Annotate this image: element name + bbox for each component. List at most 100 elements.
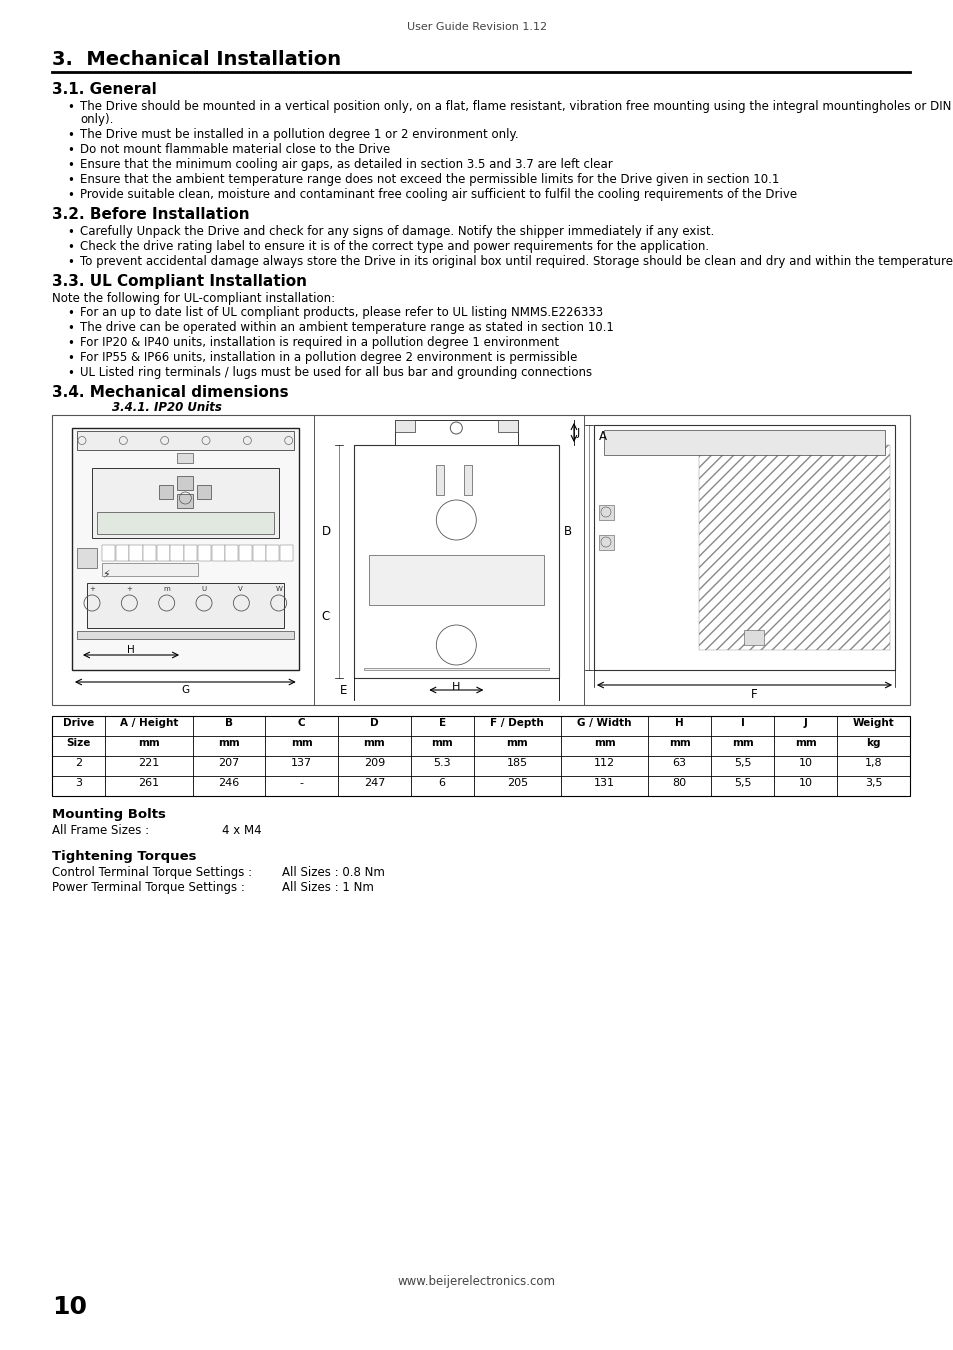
Text: For IP20 & IP40 units, installation is required in a pollution degree 1 environm: For IP20 & IP40 units, installation is r…: [80, 336, 558, 350]
Text: All Sizes : 1 Nm: All Sizes : 1 Nm: [282, 882, 374, 894]
Text: V: V: [238, 586, 243, 593]
Text: B: B: [563, 525, 572, 539]
Text: 3.3. UL Compliant Installation: 3.3. UL Compliant Installation: [52, 274, 307, 289]
Text: •: •: [67, 242, 73, 254]
Text: 5,5: 5,5: [733, 778, 751, 788]
Text: F / Depth: F / Depth: [490, 718, 543, 728]
Text: G / Width: G / Width: [577, 718, 631, 728]
Bar: [177, 494, 193, 508]
Text: 3: 3: [75, 778, 82, 788]
Bar: [699, 446, 889, 649]
Text: 10: 10: [52, 1295, 87, 1319]
Text: H: H: [127, 645, 134, 655]
Text: C: C: [321, 610, 330, 622]
Text: •: •: [67, 159, 73, 171]
Text: •: •: [67, 323, 73, 335]
Bar: [598, 505, 614, 520]
Text: Check the drive rating label to ensure it is of the correct type and power requi: Check the drive rating label to ensure i…: [80, 240, 708, 252]
Text: H: H: [675, 718, 683, 728]
Text: Carefully Unpack the Drive and check for any signs of damage. Notify the shipper: Carefully Unpack the Drive and check for…: [80, 225, 714, 238]
Text: +: +: [89, 586, 94, 593]
Text: 3,5: 3,5: [864, 778, 882, 788]
Text: Size: Size: [67, 738, 91, 748]
Text: mm: mm: [668, 738, 690, 748]
Bar: [197, 485, 212, 500]
Text: B: B: [225, 718, 233, 728]
Text: mm: mm: [218, 738, 239, 748]
Text: mm: mm: [291, 738, 313, 748]
Bar: [77, 431, 294, 450]
Text: +: +: [126, 586, 132, 593]
Text: D: D: [321, 525, 331, 539]
Text: 137: 137: [291, 757, 312, 768]
Text: For an up to date list of UL compliant products, please refer to UL listing NMMS: For an up to date list of UL compliant p…: [80, 306, 602, 319]
Text: Ensure that the minimum cooling air gaps, as detailed in section 3.5 and 3.7 are: Ensure that the minimum cooling air gaps…: [80, 158, 612, 171]
Text: 5,5: 5,5: [733, 757, 751, 768]
Text: User Guide Revision 1.12: User Guide Revision 1.12: [407, 22, 546, 32]
Text: 205: 205: [506, 778, 527, 788]
Text: E: E: [339, 683, 347, 697]
Text: 4 x M4: 4 x M4: [222, 824, 261, 837]
Text: Tightening Torques: Tightening Torques: [52, 850, 196, 863]
Text: 209: 209: [363, 757, 385, 768]
Text: 2: 2: [75, 757, 82, 768]
Bar: [603, 431, 884, 455]
Text: 131: 131: [594, 778, 615, 788]
Text: -: -: [299, 778, 303, 788]
Text: •: •: [67, 352, 73, 365]
Bar: [130, 545, 142, 562]
Bar: [497, 420, 517, 432]
Bar: [197, 545, 211, 562]
Bar: [238, 545, 252, 562]
Bar: [368, 555, 543, 605]
Bar: [97, 512, 274, 535]
Text: 247: 247: [363, 778, 385, 788]
Text: •: •: [67, 225, 73, 239]
Bar: [102, 563, 197, 576]
Text: •: •: [67, 306, 73, 320]
Text: 10: 10: [798, 778, 812, 788]
Text: 80: 80: [672, 778, 686, 788]
Bar: [52, 414, 909, 705]
Text: mm: mm: [138, 738, 160, 748]
Bar: [171, 545, 184, 562]
Text: m: m: [164, 586, 171, 593]
Bar: [743, 630, 763, 645]
Bar: [594, 425, 894, 670]
Text: UL Listed ring terminals / lugs must be used for all bus bar and grounding conne: UL Listed ring terminals / lugs must be …: [80, 366, 592, 379]
Text: •: •: [67, 367, 73, 379]
Text: 10: 10: [798, 757, 812, 768]
Text: All Frame Sizes :: All Frame Sizes :: [52, 824, 149, 837]
Text: •: •: [67, 256, 73, 269]
Bar: [464, 464, 472, 495]
Bar: [77, 548, 97, 568]
Bar: [363, 668, 548, 670]
Text: The Drive should be mounted in a vertical position only, on a flat, flame resist: The Drive should be mounted in a vertica…: [80, 100, 953, 113]
Text: mm: mm: [731, 738, 753, 748]
Text: D: D: [370, 718, 378, 728]
Text: 261: 261: [138, 778, 159, 788]
Bar: [253, 545, 266, 562]
Text: 3.2. Before Installation: 3.2. Before Installation: [52, 207, 250, 221]
Text: •: •: [67, 174, 73, 188]
Text: 3.  Mechanical Installation: 3. Mechanical Installation: [52, 50, 341, 69]
Bar: [159, 485, 173, 500]
Text: F: F: [750, 688, 757, 701]
Text: 6: 6: [438, 778, 445, 788]
Text: •: •: [67, 101, 73, 113]
Text: Drive: Drive: [63, 718, 94, 728]
Bar: [87, 583, 283, 628]
Text: C: C: [297, 718, 305, 728]
Text: For IP55 & IP66 units, installation in a pollution degree 2 environment is permi: For IP55 & IP66 units, installation in a…: [80, 351, 577, 364]
Text: The Drive must be installed in a pollution degree 1 or 2 environment only.: The Drive must be installed in a polluti…: [80, 128, 518, 140]
Text: Ensure that the ambient temperature range does not exceed the permissible limits: Ensure that the ambient temperature rang…: [80, 173, 779, 186]
Text: mm: mm: [431, 738, 453, 748]
Text: H: H: [452, 682, 460, 693]
Bar: [91, 468, 278, 539]
Bar: [156, 545, 170, 562]
Text: 207: 207: [218, 757, 239, 768]
Text: 185: 185: [506, 757, 527, 768]
Text: 3.4.1. IP20 Units: 3.4.1. IP20 Units: [112, 401, 222, 414]
Text: •: •: [67, 189, 73, 202]
Text: mm: mm: [593, 738, 615, 748]
